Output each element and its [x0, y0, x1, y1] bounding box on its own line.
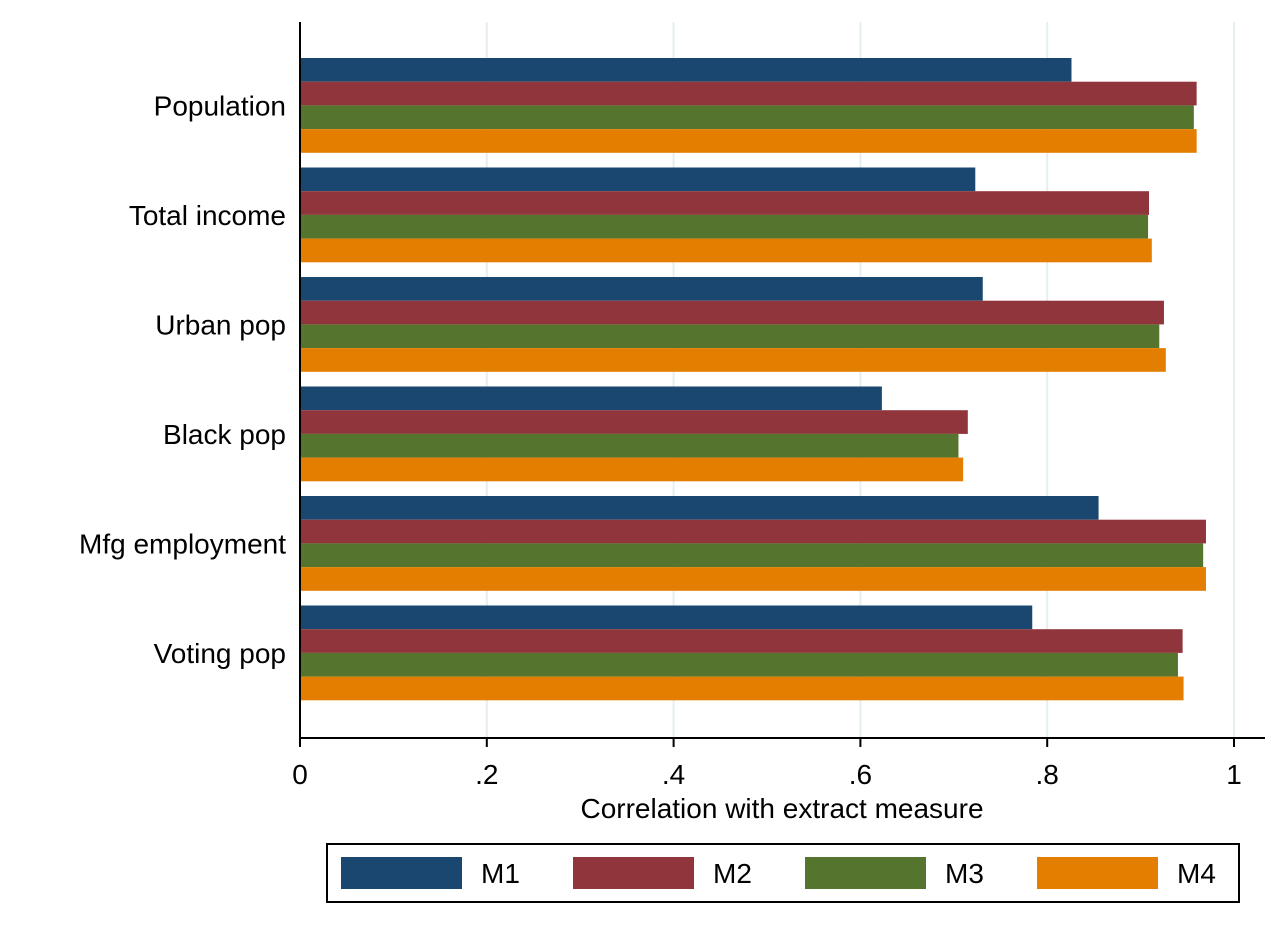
legend-swatch-m4: [1037, 857, 1158, 889]
bars: [300, 58, 1206, 701]
bar-m4-population: [300, 129, 1197, 153]
bar-m4-black-pop: [300, 457, 964, 482]
bar-m2-population: [300, 81, 1197, 106]
bar-m4-total-income: [300, 238, 1152, 263]
bar-m4-voting-pop: [300, 676, 1184, 701]
axes: Population Total income Urban pop Black pop…: [79, 22, 1265, 790]
y-tick-label: Population: [154, 90, 286, 121]
bar-m3-urban-pop: [300, 324, 1160, 349]
bar-m3-total-income: [300, 214, 1149, 239]
x-tick-label: 0: [292, 759, 308, 790]
y-tick-label: Voting pop: [154, 638, 286, 669]
bar-m2-mfg-employment: [300, 519, 1206, 544]
bar-m1-black-pop: [300, 386, 882, 411]
bar-m2-total-income: [300, 191, 1150, 215]
legend-label-m1: M1: [481, 858, 520, 889]
legend-label-m2: M2: [713, 858, 752, 889]
bar-m1-total-income: [300, 167, 976, 192]
legend-swatch-m2: [573, 857, 694, 889]
bar-m4-urban-pop: [300, 348, 1166, 372]
bar-m2-urban-pop: [300, 300, 1164, 325]
legend-swatch-m1: [341, 857, 462, 889]
bar-m1-urban-pop: [300, 277, 983, 301]
x-tick-label: 1: [1226, 759, 1242, 790]
bar-m3-black-pop: [300, 433, 959, 458]
legend: M1 M2 M3 M4: [326, 843, 1240, 903]
bar-m1-mfg-employment: [300, 496, 1099, 520]
legend-label-m3: M3: [945, 858, 984, 889]
y-tick-label: Mfg employment: [79, 528, 286, 559]
x-tick-label: .2: [475, 759, 498, 790]
bar-m1-population: [300, 58, 1072, 82]
x-tick-label: .4: [662, 759, 685, 790]
bar-m3-population: [300, 105, 1194, 130]
bar-m4-mfg-employment: [300, 567, 1206, 591]
bar-m3-mfg-employment: [300, 543, 1204, 568]
x-tick-label: .8: [1036, 759, 1059, 790]
x-tick-label: .6: [849, 759, 872, 790]
bar-m3-voting-pop: [300, 652, 1178, 677]
bar-m2-voting-pop: [300, 629, 1183, 653]
y-tick-label: Urban pop: [155, 309, 286, 340]
y-tick-label: Total income: [129, 200, 286, 231]
bar-m1-voting-pop: [300, 605, 1033, 630]
y-tick-label: Black pop: [163, 419, 286, 450]
bar-m2-black-pop: [300, 410, 968, 434]
legend-label-m4: M4: [1177, 858, 1216, 889]
legend-swatch-m3: [805, 857, 926, 889]
x-axis-title: Correlation with extract measure: [580, 793, 983, 824]
